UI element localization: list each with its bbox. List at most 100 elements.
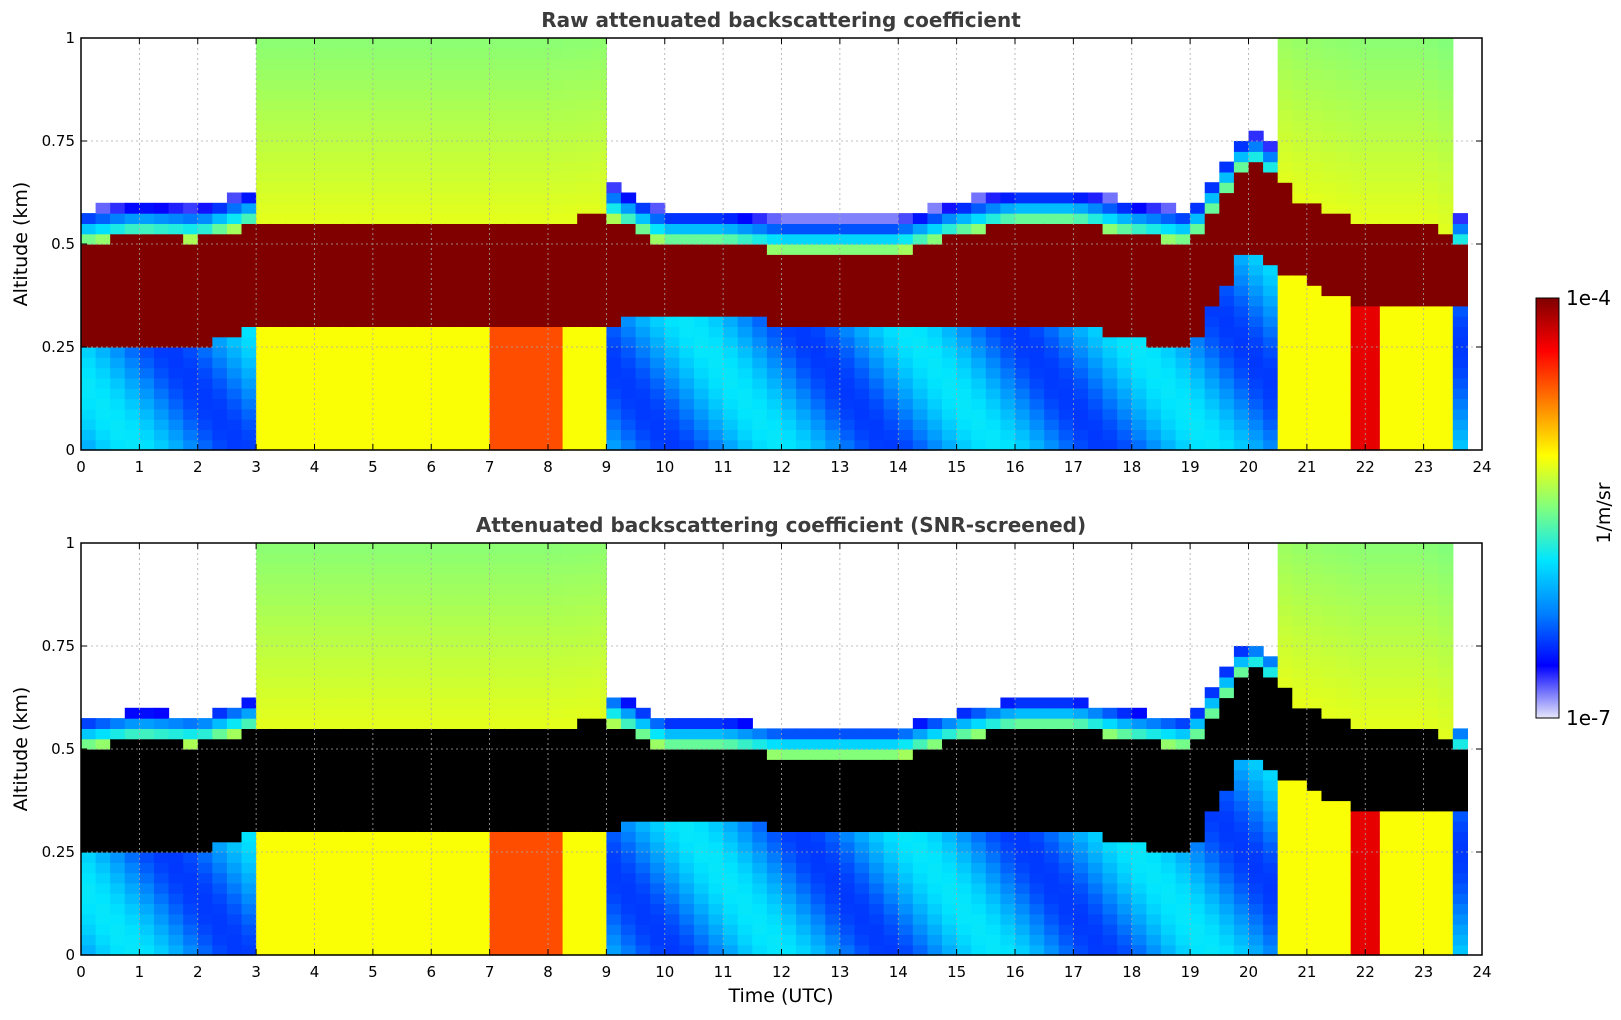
heatmap-cell (431, 233, 447, 245)
heatmap-cell (504, 769, 520, 781)
heatmap-cell (620, 831, 637, 843)
heatmap-cell (372, 377, 389, 389)
heatmap-cell (256, 656, 272, 668)
heatmap-cell (81, 264, 97, 276)
heatmap-cell (518, 924, 534, 935)
heatmap-cell (1263, 223, 1279, 235)
heatmap-cell (1263, 254, 1279, 266)
heatmap-cell (562, 244, 578, 255)
heatmap-cell (825, 944, 841, 956)
heatmap-cell (635, 852, 651, 863)
heatmap-cell (650, 893, 666, 905)
heatmap-cell (562, 810, 578, 822)
heatmap-cell (1029, 419, 1045, 430)
heatmap-cell (124, 728, 140, 740)
heatmap-cell (1277, 79, 1293, 91)
heatmap-cell (1423, 295, 1439, 307)
heatmap-cell (139, 213, 155, 224)
heatmap-cell (314, 687, 330, 699)
heatmap-cell (489, 646, 505, 657)
heatmap-cell (402, 151, 418, 163)
heatmap-cell (577, 553, 593, 565)
heatmap-cell (1044, 398, 1060, 410)
heatmap-cell (416, 130, 432, 142)
heatmap-cell (387, 553, 403, 565)
heatmap-cell (504, 615, 520, 626)
heatmap-cell (402, 707, 418, 719)
heatmap-cell (445, 305, 462, 317)
heatmap-cell (460, 903, 476, 915)
heatmap-cell (1423, 398, 1439, 410)
heatmap-cell (956, 408, 972, 420)
heatmap-cell (1146, 377, 1162, 389)
heatmap-cell (343, 316, 359, 327)
heatmap-cell (1117, 316, 1133, 327)
heatmap-cell (299, 738, 316, 750)
heatmap-cell (577, 336, 593, 348)
heatmap-cell (839, 831, 856, 843)
heatmap-cell (708, 821, 724, 832)
heatmap-cell (212, 439, 228, 451)
heatmap-cell (985, 388, 1001, 400)
heatmap-cell (518, 408, 534, 420)
heatmap-cell (358, 141, 374, 152)
heatmap-cell (1409, 182, 1425, 194)
heatmap-cell (635, 408, 651, 420)
heatmap-cell (168, 934, 184, 946)
heatmap-cell (343, 810, 359, 822)
heatmap-cell (693, 305, 710, 317)
heatmap-cell (343, 841, 359, 853)
heatmap-cell (1131, 285, 1147, 297)
heatmap-cell (723, 244, 739, 255)
heatmap-cell (270, 213, 286, 224)
heatmap-cell (1336, 357, 1352, 369)
heatmap-cell (591, 419, 607, 430)
heatmap-cell (620, 285, 637, 297)
heatmap-cell (226, 316, 243, 327)
heatmap-cell (95, 285, 111, 297)
heatmap-cell (1029, 192, 1045, 204)
heatmap-cell (1073, 244, 1089, 255)
heatmap-cell (343, 903, 359, 915)
heatmap-cell (810, 357, 826, 369)
heatmap-cell (1306, 316, 1323, 327)
heatmap-cell (460, 99, 476, 111)
heatmap-cell (475, 872, 491, 884)
heatmap-cell (81, 388, 97, 400)
heatmap-cell (869, 790, 885, 802)
heatmap-cell (1292, 285, 1308, 297)
heatmap-screened (81, 543, 1468, 956)
heatmap-cell (869, 439, 885, 451)
heatmap-cell (1000, 862, 1016, 874)
heatmap-cell (1058, 841, 1074, 853)
heatmap-cell (285, 656, 301, 668)
heatmap-cell (329, 305, 345, 317)
heatmap-cell (372, 357, 389, 369)
heatmap-cell (183, 285, 199, 297)
heatmap-cell (650, 944, 666, 956)
heatmap-cell (445, 707, 462, 719)
heatmap-cell (635, 274, 651, 286)
heatmap-cell (606, 388, 622, 400)
heatmap-cell (810, 862, 826, 874)
heatmap-cell (591, 398, 607, 410)
heatmap-cell (197, 223, 213, 235)
heatmap-cell (314, 615, 330, 626)
heatmap-cell (1131, 244, 1147, 255)
heatmap-cell (591, 790, 607, 802)
heatmap-cell (533, 161, 549, 173)
heatmap-cell (387, 388, 403, 400)
heatmap-cell (445, 38, 462, 49)
heatmap-cell (971, 316, 987, 327)
heatmap-cell (1409, 439, 1425, 451)
heatmap-cell (723, 821, 739, 832)
heatmap-cell (153, 264, 170, 276)
heatmap-cell (329, 934, 345, 946)
heatmap-cell (1233, 161, 1250, 173)
heatmap-cell (1044, 872, 1060, 884)
heatmap-cell (752, 295, 768, 307)
heatmap-cell (708, 367, 724, 379)
heatmap-cell (1423, 347, 1439, 358)
heatmap-cell (402, 285, 418, 297)
heatmap-cell (124, 872, 140, 884)
